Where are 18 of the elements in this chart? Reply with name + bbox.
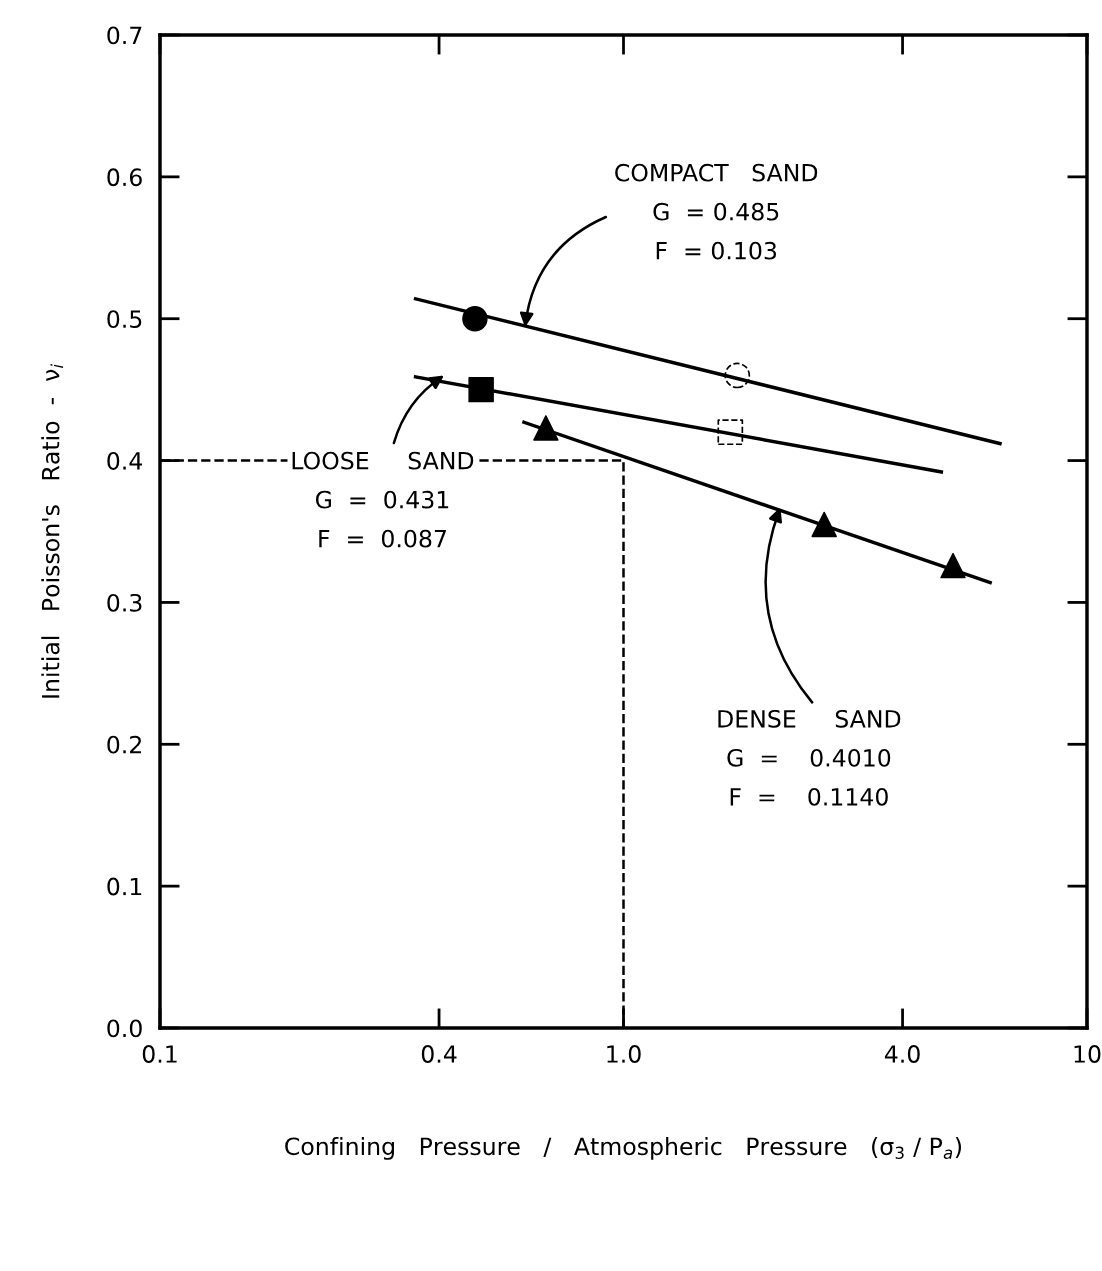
y-tick-label: 0.7 (107, 26, 142, 45)
y-axis-title: Initial Poisson's Ratio - ν$_{i}$ (41, 363, 64, 698)
annotation: COMPACT SAND G = 0.485 F = 0.103 (615, 163, 818, 260)
y-tick-label: 0.4 (107, 452, 143, 470)
y-tick-label: 0.3 (107, 593, 142, 612)
x-tick-label: 0.4 (421, 1045, 457, 1063)
x-tick-label: 4.0 (884, 1045, 920, 1063)
y-tick-label: 0.0 (107, 1019, 142, 1038)
x-axis-title: Confining Pressure / Atmospheric Pressure (σ$_{3}$ / P$_{a}$) (285, 1136, 962, 1160)
y-tick-label: 0.5 (107, 310, 142, 329)
y-tick-label: 0.1 (107, 877, 142, 896)
x-tick-label: 10 (1074, 1045, 1101, 1063)
annotation: DENSE SAND G = 0.4010 F = 0.1140 (718, 709, 901, 806)
y-tick-label: 0.6 (107, 168, 142, 187)
annotation: LOOSE SAND G = 0.431 F = 0.087 (292, 451, 474, 548)
x-tick-label: 0.1 (142, 1045, 177, 1063)
y-tick-label: 0.2 (107, 735, 141, 754)
x-tick-label: 1.0 (607, 1045, 641, 1063)
